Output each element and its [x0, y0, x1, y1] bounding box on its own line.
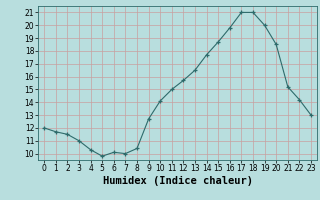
X-axis label: Humidex (Indice chaleur): Humidex (Indice chaleur): [103, 176, 252, 186]
